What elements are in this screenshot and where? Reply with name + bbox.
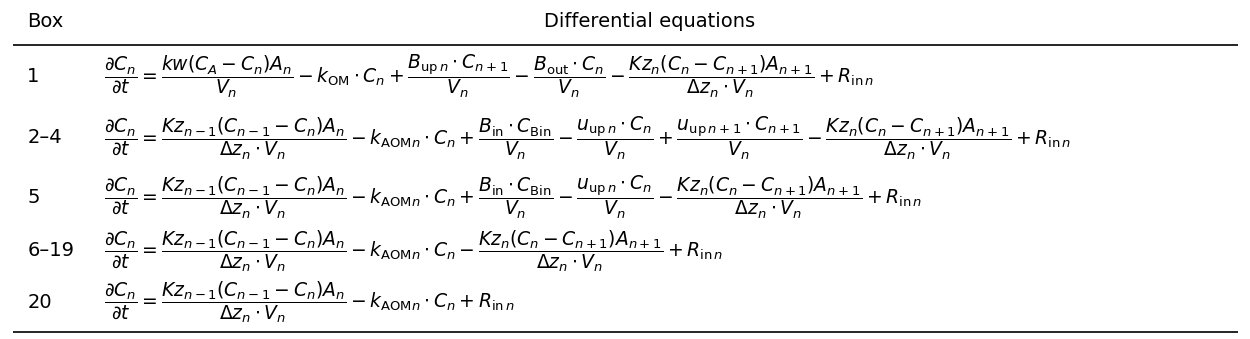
Text: 2–4: 2–4 <box>28 128 61 147</box>
Text: $\dfrac{\partial C_n}{\partial t} = \dfrac{kw(C_A - C_n)A_n}{V_n} - k_{\mathrm{O: $\dfrac{\partial C_n}{\partial t} = \dfr… <box>105 53 874 100</box>
Text: Box: Box <box>28 12 64 31</box>
Text: $\dfrac{\partial C_n}{\partial t} = \dfrac{Kz_{n-1}(C_{n-1} - C_n)A_n}{\Delta z_: $\dfrac{\partial C_n}{\partial t} = \dfr… <box>105 228 724 274</box>
Text: 6–19: 6–19 <box>28 241 74 260</box>
Text: $\dfrac{\partial C_n}{\partial t} = \dfrac{Kz_{n-1}(C_{n-1} - C_n)A_n}{\Delta z_: $\dfrac{\partial C_n}{\partial t} = \dfr… <box>105 174 922 221</box>
Text: $\dfrac{\partial C_n}{\partial t} = \dfrac{Kz_{n-1}(C_{n-1} - C_n)A_n}{\Delta z_: $\dfrac{\partial C_n}{\partial t} = \dfr… <box>105 280 515 325</box>
Text: Differential equations: Differential equations <box>544 12 755 31</box>
Text: 5: 5 <box>28 188 40 207</box>
Text: 20: 20 <box>28 293 51 312</box>
Text: 1: 1 <box>28 67 40 86</box>
Text: $\dfrac{\partial C_n}{\partial t} = \dfrac{Kz_{n-1}(C_{n-1} - C_n)A_n}{\Delta z_: $\dfrac{\partial C_n}{\partial t} = \dfr… <box>105 114 1071 162</box>
